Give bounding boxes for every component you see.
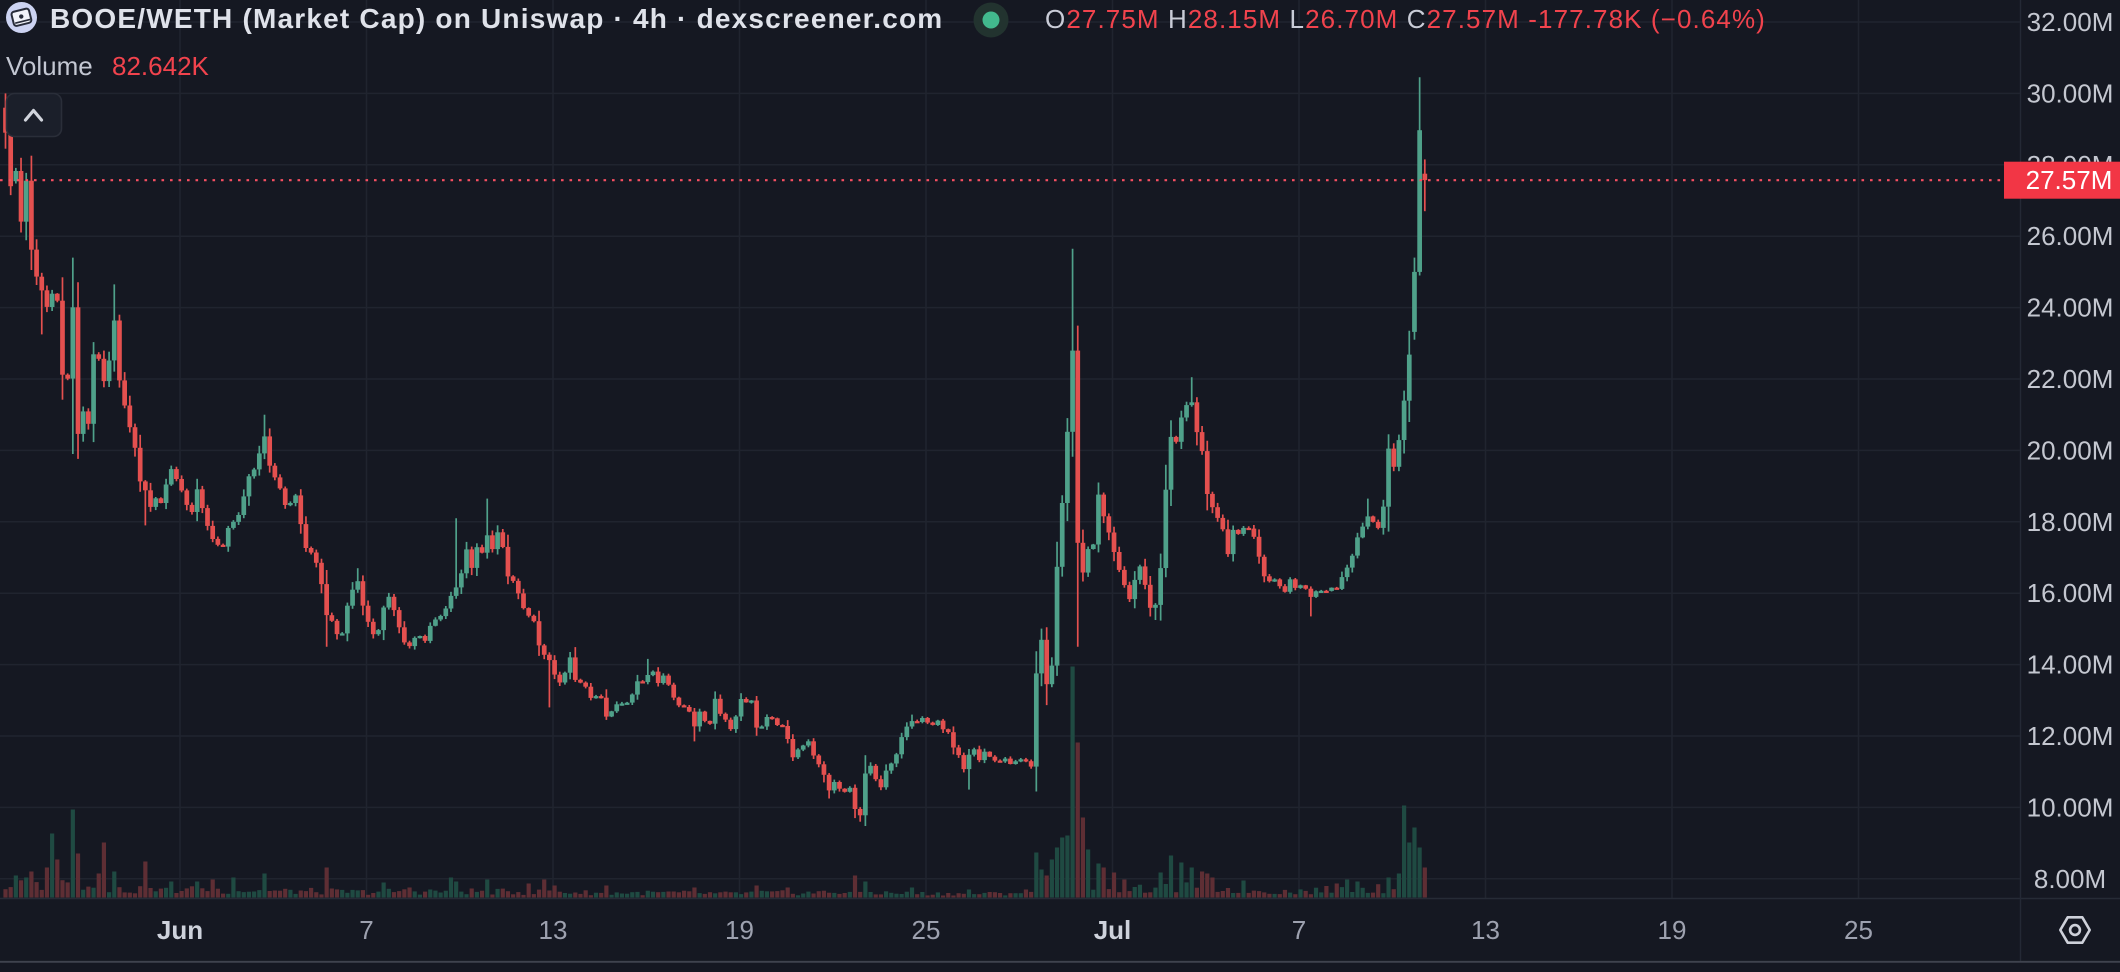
svg-text:25: 25 <box>912 915 941 945</box>
svg-text:24.00M: 24.00M <box>2027 293 2114 323</box>
svg-text:20.00M: 20.00M <box>2027 435 2114 465</box>
svg-text:Jun: Jun <box>157 915 203 945</box>
svg-text:Volume: Volume <box>6 51 93 81</box>
svg-text:7: 7 <box>359 915 373 945</box>
svg-text:7: 7 <box>1292 915 1306 945</box>
svg-text:13: 13 <box>539 915 568 945</box>
svg-text:19: 19 <box>725 915 754 945</box>
svg-text:18.00M: 18.00M <box>2027 507 2114 537</box>
svg-text:27.57M: 27.57M <box>2026 165 2113 195</box>
svg-text:16.00M: 16.00M <box>2027 578 2114 608</box>
svg-text:O27.75M H28.15M L26.70M C27.57: O27.75M H28.15M L26.70M C27.57M -177.78K… <box>1045 4 1766 34</box>
svg-text:82.642K: 82.642K <box>112 51 210 81</box>
svg-text:22.00M: 22.00M <box>2027 364 2114 394</box>
svg-text:Jul: Jul <box>1094 915 1132 945</box>
svg-text:30.00M: 30.00M <box>2027 78 2114 108</box>
svg-text:BOOE/WETH (Market Cap) on Unis: BOOE/WETH (Market Cap) on Uniswap · 4h ·… <box>50 3 943 34</box>
svg-text:10.00M: 10.00M <box>2027 792 2114 822</box>
svg-text:13: 13 <box>1471 915 1500 945</box>
svg-text:12.00M: 12.00M <box>2027 721 2114 751</box>
svg-text:25: 25 <box>1844 915 1873 945</box>
svg-text:26.00M: 26.00M <box>2027 221 2114 251</box>
svg-text:32.00M: 32.00M <box>2027 7 2114 37</box>
svg-text:8.00M: 8.00M <box>2034 864 2106 894</box>
svg-text:14.00M: 14.00M <box>2027 650 2114 680</box>
svg-text:19: 19 <box>1658 915 1687 945</box>
